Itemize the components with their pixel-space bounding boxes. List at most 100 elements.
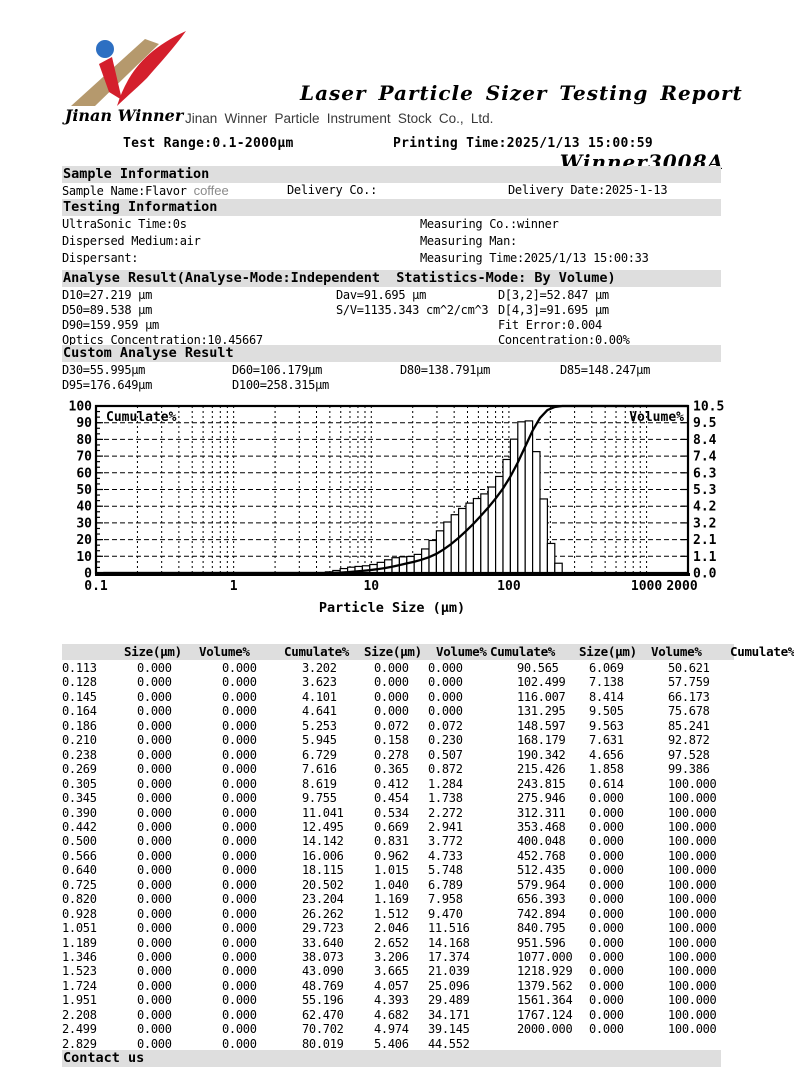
delivery-co: Delivery Co.: [287, 183, 378, 197]
table-cell: 243.815 [517, 776, 566, 791]
table-cell: 579.964 [517, 877, 566, 892]
table-cell: 0.000 [222, 1022, 257, 1037]
svg-text:4.2: 4.2 [693, 500, 716, 515]
table-cell: 0.000 [222, 935, 257, 950]
section-testing-information: Testing Information [62, 199, 721, 216]
table-row: 0.186 0.000 0.000 5.253 0.072 0.072 148.597 9.5… [0, 719, 794, 733]
table-cell: 116.007 [517, 689, 566, 704]
table-cell: 0.000 [137, 733, 172, 748]
table-cell: 0.000 [137, 848, 172, 863]
section-analyse-result: Analyse Result(Analyse-Mode:Independent … [62, 270, 721, 287]
analyse-row: D10=27.219 μm Dav=91.695 μm D[3,2]=52.84… [0, 288, 794, 303]
table-row: 0.210 0.000 0.000 5.945 0.158 0.230 168.179 7.6… [0, 733, 794, 747]
svg-text:Cumulate%: Cumulate% [106, 410, 177, 425]
svg-text:8.4: 8.4 [693, 433, 717, 448]
table-cell: 0.000 [589, 978, 624, 993]
table-cell: 0.000 [137, 689, 172, 704]
table-cell: 6.789 [428, 877, 463, 892]
table-cell: 21.039 [428, 964, 470, 979]
table-row: 0.305 0.000 0.000 8.619 0.412 1.284 243.815 0.6… [0, 777, 794, 791]
table-cell: 6.069 [589, 661, 624, 675]
table-cell: 16.006 [302, 848, 344, 863]
table-cell: 0.113 [62, 661, 97, 675]
table-cell: 0.640 [62, 863, 97, 878]
table-cell: 0.000 [222, 892, 257, 907]
table-cell: 50.621 [668, 661, 710, 675]
table-cell: 0.000 [137, 675, 172, 690]
table-cell: 0.000 [222, 776, 257, 791]
table-cell: 0.000 [222, 993, 257, 1008]
table-cell: 0.000 [589, 935, 624, 950]
report-title: Laser Particle Sizer Testing Report [300, 81, 743, 105]
table-cell: 190.342 [517, 747, 566, 762]
table-cell: 0.000 [222, 762, 257, 777]
d32: D[3,2]=52.847 μm [498, 288, 609, 302]
table-cell: 1.738 [428, 791, 463, 806]
table-row: 2.208 0.000 0.000 62.470 4.682 34.171 1767.124… [0, 1008, 794, 1022]
svg-text:9.5: 9.5 [693, 416, 716, 431]
table-cell: 75.678 [668, 704, 710, 719]
table-cell: 0.345 [62, 791, 97, 806]
table-row: 0.566 0.000 0.000 16.006 0.962 4.733 452.768 0.… [0, 849, 794, 863]
svg-text:70: 70 [76, 450, 92, 465]
table-cell: 0.000 [222, 1036, 257, 1051]
d30: D30=55.995μm [62, 363, 146, 377]
dav: Dav=91.695 μm [336, 288, 427, 302]
table-cell: 100.000 [668, 964, 717, 979]
table-cell: 0.000 [137, 906, 172, 921]
table-cell: 840.795 [517, 921, 566, 936]
table-cell: 656.393 [517, 892, 566, 907]
table-cell: 66.173 [668, 689, 710, 704]
table-cell: 100.000 [668, 950, 717, 964]
table-cell: 312.311 [517, 805, 566, 820]
table-cell: 0.000 [137, 1022, 172, 1037]
table-cell: 9.755 [302, 791, 337, 806]
table-row: 0.442 0.000 0.000 12.495 0.669 2.941 353.468 0.… [0, 820, 794, 834]
table-cell: 5.253 [302, 718, 337, 733]
table-row: 0.725 0.000 0.000 20.502 1.040 6.789 579.964 0.… [0, 878, 794, 892]
table-cell: 0.000 [589, 993, 624, 1008]
table-cell: 2.272 [428, 805, 463, 820]
table-row: 2.829 0.000 0.000 80.019 5.406 44.552 [0, 1037, 794, 1051]
table-header-cell: Volume% [199, 644, 250, 659]
table-cell: 1767.124 [517, 1007, 573, 1022]
table-cell: 99.386 [668, 762, 710, 777]
measuring-co: Measuring Co.:winner [420, 217, 559, 231]
table-cell: 4.101 [302, 689, 337, 704]
table-cell: 0.614 [589, 776, 624, 791]
table-cell: 25.096 [428, 978, 470, 993]
table-cell: 0.000 [137, 704, 172, 719]
table-cell: 2.941 [428, 819, 463, 834]
table-cell: 3.665 [374, 964, 409, 979]
table-cell: 100.000 [668, 978, 717, 993]
concentration: Concentration:0.00% [498, 333, 630, 347]
table-cell: 0.000 [137, 834, 172, 849]
table-cell: 34.171 [428, 1007, 470, 1022]
table-cell: 0.000 [222, 675, 257, 690]
table-cell: 5.406 [374, 1036, 409, 1051]
table-cell: 0.000 [222, 906, 257, 921]
table-cell: 100.000 [668, 776, 717, 791]
table-cell: 0.000 [589, 877, 624, 892]
table-cell: 1.951 [62, 993, 97, 1008]
table-cell: 1077.000 [517, 950, 573, 964]
measuring-man: Measuring Man: [420, 234, 517, 248]
table-cell: 100.000 [668, 805, 717, 820]
table-cell: 0.000 [137, 921, 172, 936]
table-cell: 44.552 [428, 1036, 470, 1051]
table-cell: 3.202 [302, 661, 337, 675]
table-cell: 100.000 [668, 935, 717, 950]
svg-text:2000: 2000 [666, 579, 697, 594]
table-cell: 0.000 [589, 791, 624, 806]
table-cell: 3.772 [428, 834, 463, 849]
d80: D80=138.791μm [400, 363, 491, 377]
table-cell: 80.019 [302, 1036, 344, 1051]
logo-blue-dot [96, 40, 114, 58]
custom-analyse-row: D30=55.995μm D60=106.179μm D80=138.791μm… [0, 363, 794, 378]
svg-text:2.1: 2.1 [693, 533, 717, 548]
table-cell: 0.000 [137, 747, 172, 762]
table-cell: 2.046 [374, 921, 409, 936]
svg-text:6.3: 6.3 [693, 466, 716, 481]
table-cell: 0.000 [137, 892, 172, 907]
